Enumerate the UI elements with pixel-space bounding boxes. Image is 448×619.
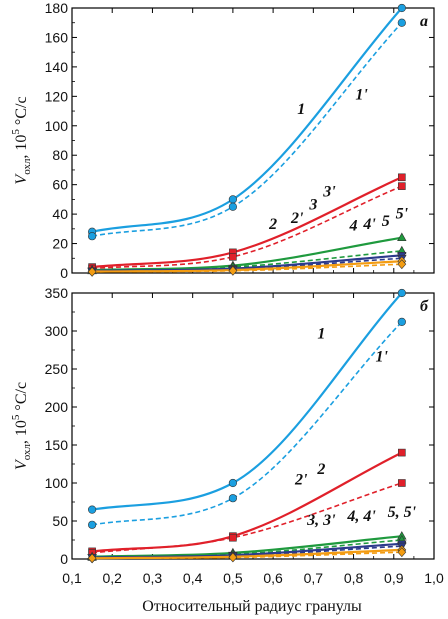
curve-label: 3 [308,197,317,214]
curve-label: 1 [317,326,325,343]
data-point-1-prime [228,202,237,211]
y-axis-label-tail: , 10 [13,135,30,159]
x-tick-label: 0,2 [102,570,122,586]
data-point-5-prime [397,259,407,270]
y-tick-label: 120 [45,88,69,104]
y-axis-label: Vохл, 105 °C/с [10,382,33,470]
data-point-1 [228,195,237,204]
data-point-1-prime [397,317,406,326]
curve-label: 3, 3' [306,512,336,529]
y-tick-label: 100 [45,118,69,134]
y-axis-label-unit: °C/с [13,96,30,129]
y-axis-label-unit: °C/с [13,382,30,415]
y-axis-label-tail: , 10 [13,420,30,444]
x-tick-label: 0,6 [263,570,283,586]
data-point-2-prime [398,182,406,190]
data-point-5-prime [87,553,97,564]
x-tick-label: 0,9 [384,570,404,586]
panel-b: 0 50 100 150 200 250 300 350 Vохл, 105 °C/с 1 1' 22… [10,285,435,567]
series-line-2 [91,451,403,553]
y-axis-label-sub: охл [21,444,33,461]
y-axis-label: Vохл, 105 °C/с [10,96,33,184]
curve-label: 1' [355,86,368,103]
data-point-2 [398,173,406,182]
curve-label: 2 [268,216,277,233]
y-tick-label: 20 [52,236,68,252]
y-tick-label: 60 [52,177,68,193]
y-tick-label: 40 [52,206,68,222]
curve-label: 1 [297,101,305,118]
y-tick-label: 180 [45,0,69,16]
data-point-5-prime [397,547,407,558]
data-point-2-prime [229,253,237,261]
x-tick-label: 0,4 [183,570,203,586]
y-tick-label: 100 [45,475,69,491]
data-point-1-prime [88,232,97,241]
curve-label: 1' [375,348,388,365]
curve-label: 5, 5' [388,504,417,521]
curve-label: 4 [349,217,358,234]
curve-label: 2 [316,461,325,478]
curve-label: 4, 4' [346,508,376,525]
x-tick-label: 0,8 [344,570,364,586]
curve-label: 5 [382,213,390,230]
y-tick-label: 50 [52,513,68,529]
y-tick-label: 350 [45,285,69,301]
data-point-1 [228,478,237,488]
x-tick-label: 0,1 [62,570,82,586]
x-tick-label: 0,5 [223,570,243,586]
y-axis-label-exp: 5 [10,414,22,420]
y-tick-label: 160 [45,29,69,45]
data-point-1 [397,288,406,298]
y-tick-label: 0 [60,265,68,281]
series-line-1-prime [91,22,403,237]
x-tick-label: 0,7 [304,570,324,586]
y-axis-label-main: V [13,173,30,185]
curve-label: 2' [290,210,304,227]
y-axis-label-sub: охл [21,158,33,175]
data-point-5-prime [228,265,238,276]
data-point-2 [398,448,406,457]
y-axis-label-exp: 5 [10,129,22,135]
plot-frame [71,292,435,560]
panel-label: а [420,13,428,30]
data-point-1 [397,3,406,13]
curve-label: 2' [294,472,308,489]
y-tick-label: 140 [45,59,69,75]
curve-label: 4' [362,216,376,233]
curve-label: 3' [322,183,336,200]
series-line-1 [91,7,403,233]
data-point-5-prime [87,266,97,277]
y-tick-label: 250 [45,361,69,377]
x-axis-label: Относительный радиус гранулы [142,598,362,615]
y-tick-label: 200 [45,399,69,415]
data-point-1-prime [397,18,406,27]
y-tick-label: 150 [45,437,69,453]
x-tick-label: 1,0 [424,570,444,586]
data-point-1-prime [228,494,237,503]
y-tick-label: 80 [52,147,68,163]
series-line-1-prime [91,321,403,526]
y-axis-label-main: V [13,458,30,470]
x-tick-label: 0,3 [143,570,163,586]
data-point-5-prime [228,552,238,563]
data-point-2-prime [398,479,406,487]
series-line-1 [91,292,403,511]
y-tick-label: 0 [60,551,68,567]
data-point-1 [88,505,97,514]
x-axis-tick-labels: 0,1 0,2 0,3 0,4 0,5 0,6 0,7 0,8 0,9 1,0 [62,570,444,586]
data-point-2-prime [229,533,237,542]
curve-label: 5' [396,206,409,223]
panel-label: б [420,298,429,315]
data-point-3 [397,232,407,241]
data-point-1-prime [88,520,97,529]
series-line-2-prime [92,482,403,554]
y-tick-label: 300 [45,323,69,339]
